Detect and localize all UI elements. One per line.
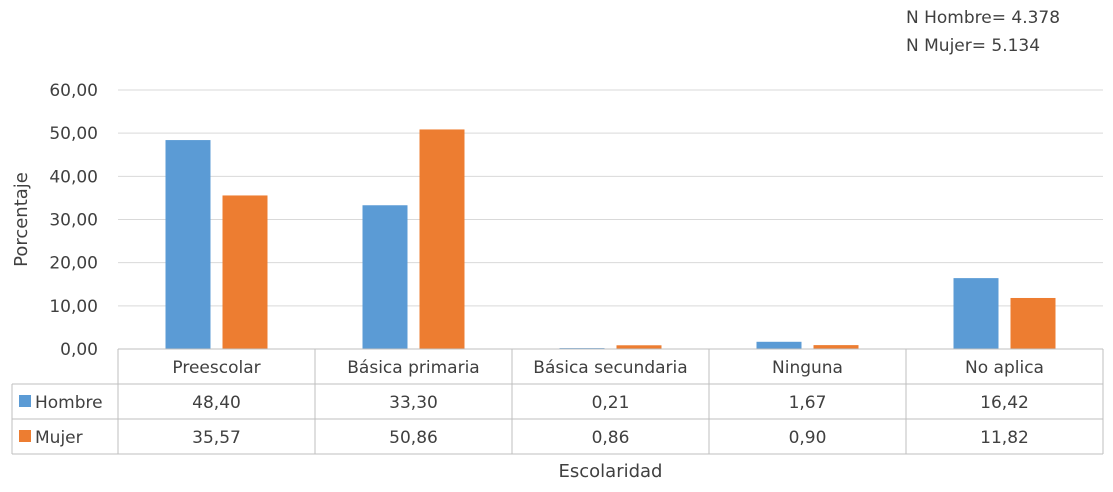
x-axis-label: Escolaridad	[559, 461, 663, 482]
bar-mujer	[1010, 297, 1056, 349]
y-tick-label: 10,00	[49, 297, 98, 317]
data-label: 11,82	[980, 428, 1029, 448]
bar-hombre	[756, 341, 802, 349]
bar-mujer	[222, 195, 268, 349]
category-label: Preescolar	[172, 358, 260, 378]
data-label: 33,30	[389, 393, 438, 413]
y-tick-label: 0,00	[60, 340, 98, 360]
data-label: 48,40	[192, 393, 241, 413]
y-axis-label: Porcentaje	[11, 172, 32, 267]
data-label: 0,90	[789, 428, 827, 448]
category-label: No aplica	[965, 358, 1044, 378]
bar-mujer	[813, 345, 859, 349]
data-label: 16,42	[980, 393, 1029, 413]
data-label: 1,67	[789, 393, 827, 413]
category-label: Básica primaria	[347, 358, 479, 378]
n-hombre-note: N Hombre= 4.378	[906, 8, 1061, 28]
y-tick-label: 20,00	[49, 254, 98, 274]
legend-label-mujer: Mujer	[35, 428, 83, 448]
bar-hombre	[165, 140, 211, 349]
bar-mujer	[616, 345, 662, 349]
legend-key-mujer	[19, 430, 31, 442]
y-tick-label: 60,00	[49, 81, 98, 101]
data-label: 35,57	[192, 428, 241, 448]
category-label: Ninguna	[772, 358, 843, 378]
bar-mujer	[419, 129, 465, 349]
bar-hombre	[953, 278, 999, 349]
n-mujer-note: N Mujer= 5.134	[906, 36, 1041, 56]
y-tick-label: 40,00	[49, 167, 98, 187]
data-label: 0,21	[592, 393, 630, 413]
legend-label-hombre: Hombre	[35, 393, 103, 413]
bar-hombre	[362, 205, 408, 349]
category-label: Básica secundaria	[533, 358, 687, 378]
data-label: 0,86	[592, 428, 630, 448]
y-tick-label: 30,00	[49, 211, 98, 231]
legend-key-hombre	[19, 395, 31, 407]
y-tick-label: 50,00	[49, 124, 98, 144]
data-label: 50,86	[389, 428, 438, 448]
